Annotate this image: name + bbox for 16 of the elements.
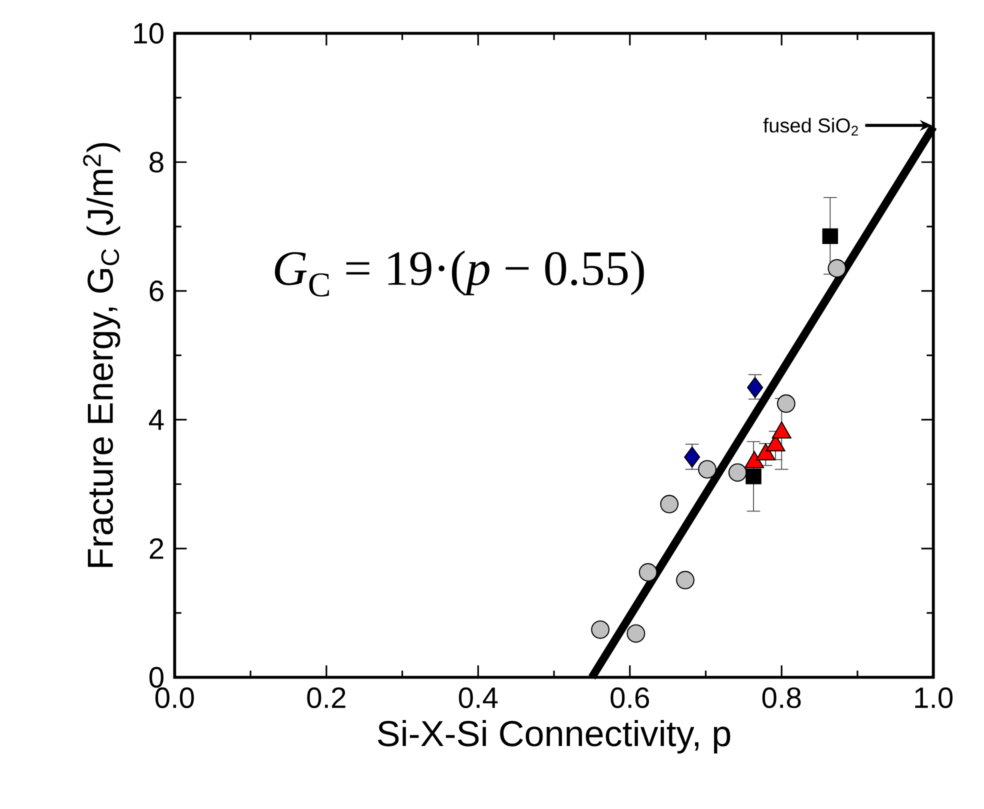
y-tick-label: 0 (149, 666, 164, 688)
y-axis-title: Fracture Energy, G$_{C}$ (J/m$^{2}$) (83, 142, 120, 567)
x-axis-title: Si-X-Si Connectivity, p (378, 720, 730, 754)
y-tick-label: 8 (150, 152, 164, 172)
y-tick-label: 2 (150, 538, 164, 559)
y-tick-label: 10 (134, 22, 164, 44)
annotation: G$_{C}$ = 19·(p − 0.55) (274, 250, 644, 296)
annotation: fused SiO$_{2}$ (763, 118, 858, 136)
y-tick-label: 6 (150, 280, 164, 302)
x-tick-label: 0.8 (762, 687, 801, 708)
x-tick-label: 0.4 (458, 687, 498, 708)
y-tick-label: 4 (148, 409, 164, 430)
x-tick-label: 1.0 (915, 687, 953, 708)
x-tick-label: 0.6 (610, 687, 649, 708)
x-tick-label: 0.2 (307, 687, 346, 708)
x-tick-label: 0.0 (155, 687, 194, 708)
